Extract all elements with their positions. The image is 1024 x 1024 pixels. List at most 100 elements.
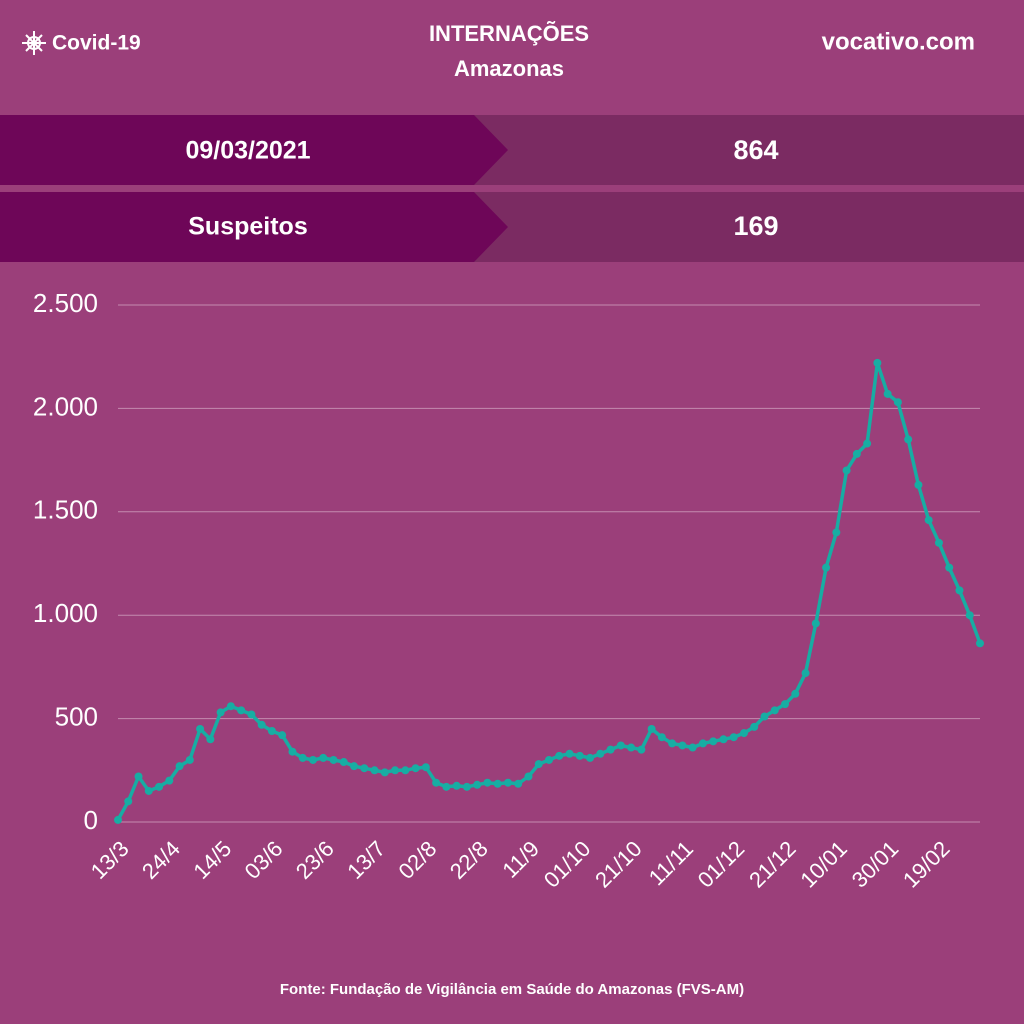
point [627,743,636,752]
point [114,815,122,824]
point [514,779,523,788]
point [421,763,430,772]
point [729,733,738,742]
point [965,611,974,620]
point [216,708,225,717]
point [483,778,492,787]
point [196,724,205,733]
point [791,689,800,698]
point [155,782,164,791]
point [770,706,779,715]
point [308,755,317,764]
point [134,772,143,781]
point [401,766,410,775]
point [267,727,276,736]
suspects-label: Suspeitos [188,213,307,241]
point [863,439,872,448]
y-tick-label: 2.500 [33,288,98,318]
point [565,749,574,758]
point [144,786,153,795]
point [452,781,461,790]
point [924,516,933,525]
point [709,737,718,746]
point [257,720,266,729]
point [945,563,954,572]
point [545,755,553,764]
point [391,766,400,775]
point [976,639,984,648]
point [350,762,359,771]
point [462,782,471,791]
point [934,538,943,547]
point [852,449,861,458]
point [185,755,194,764]
point [534,760,543,769]
point [319,753,328,762]
point [801,669,810,678]
y-tick-label: 1.500 [33,495,98,525]
point [278,731,287,740]
title: INTERNAÇÕES [429,21,589,46]
point [575,751,584,760]
point [822,563,831,572]
point [370,766,379,775]
point [298,753,307,762]
point [883,389,892,398]
point [493,779,502,788]
point [678,741,687,750]
virus-icon [22,31,46,55]
row-label-bg [0,192,508,262]
point [688,743,697,752]
point [503,778,512,787]
point [904,435,913,444]
point [616,741,625,750]
subtitle: Amazonas [454,56,564,81]
point [914,480,923,489]
point [165,776,174,785]
point [657,733,666,742]
point [206,735,215,744]
point [329,755,338,764]
row-label-bg [0,115,508,185]
point [955,586,964,595]
point [473,780,482,789]
point [668,739,677,748]
point [339,758,348,767]
point [832,528,841,537]
point [360,764,369,773]
point [893,398,902,407]
y-tick-label: 0 [84,805,98,835]
point [247,710,256,719]
total: 864 [733,135,778,165]
point [781,700,790,709]
y-tick-label: 2.000 [33,391,98,421]
point [226,702,235,711]
point [411,764,420,773]
point [237,706,246,715]
point [637,745,646,754]
point [698,739,707,748]
y-tick-label: 500 [55,701,98,731]
suspects: 169 [733,211,778,241]
point [811,619,820,628]
point [750,722,759,731]
point [760,712,769,721]
y-tick-label: 1.000 [33,598,98,628]
point [873,358,882,367]
source: Fonte: Fundação de Vigilância em Saúde d… [280,981,744,998]
point [606,745,615,754]
point [124,797,133,806]
point [175,762,184,771]
point [739,729,748,738]
point [555,751,564,760]
point [719,735,728,744]
tag: Covid-19 [52,32,141,55]
point [288,747,297,756]
point [586,753,595,762]
point [432,778,441,787]
point [442,782,451,791]
date: 09/03/2021 [185,137,310,165]
